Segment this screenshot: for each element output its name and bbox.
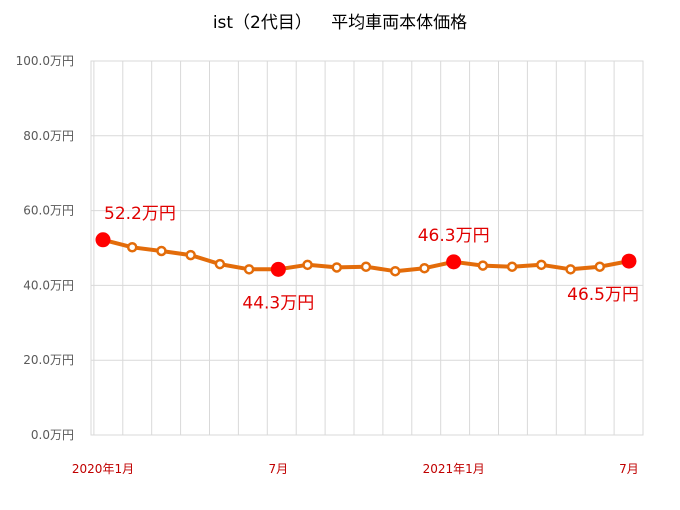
data-point (156, 245, 167, 257)
chart-title: ist（2代目） 平均車両本体価格 (212, 13, 468, 33)
data-label: 44.3万円 (242, 293, 314, 313)
data-point (331, 262, 343, 273)
highlight-data-point (446, 254, 462, 270)
data-point (536, 259, 547, 271)
data-point (389, 265, 401, 277)
y-tick-label: 100.0万円 (16, 54, 74, 68)
highlight-data-point (95, 232, 111, 248)
highlight-data-point (270, 261, 286, 277)
data-point (185, 249, 196, 261)
y-tick-label: 40.0万円 (23, 278, 74, 292)
data-point (214, 258, 226, 270)
x-tick-label: 7月 (619, 462, 639, 476)
data-point (477, 260, 489, 271)
data-point (594, 261, 606, 272)
y-tick-label: 20.0万円 (23, 353, 74, 367)
data-point (506, 261, 518, 272)
data-point (126, 242, 138, 253)
data-point (243, 264, 255, 275)
y-tick-label: 0.0万円 (31, 428, 74, 442)
data-point (419, 262, 430, 274)
data-label: 46.5万円 (567, 285, 639, 305)
x-tick-label: 2020年1月 (72, 462, 134, 476)
x-tick-label: 7月 (269, 462, 289, 476)
data-point (302, 259, 313, 271)
plot-area (90, 60, 644, 436)
data-point (360, 261, 372, 272)
data-label: 52.2万円 (104, 204, 176, 224)
y-tick-label: 80.0万円 (23, 129, 74, 143)
y-tick-label: 60.0万円 (23, 204, 74, 218)
data-point (565, 264, 576, 275)
data-label: 46.3万円 (418, 226, 490, 246)
x-tick-label: 2021年1月 (423, 462, 485, 476)
highlight-data-point (621, 253, 637, 269)
